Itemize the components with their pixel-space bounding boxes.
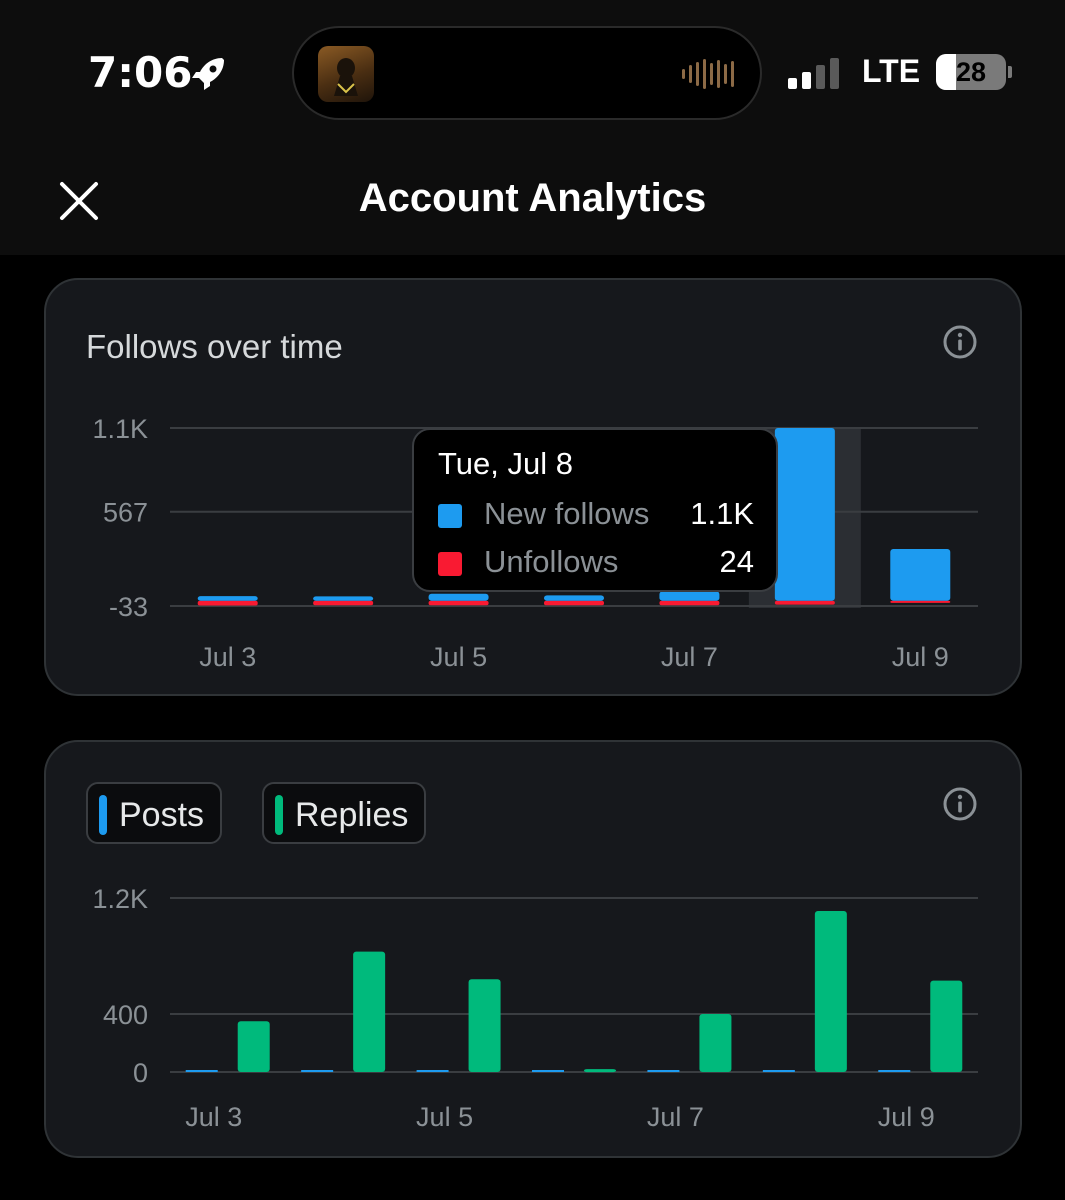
legend-label: Posts — [119, 796, 205, 834]
tooltip-label: Unfollows — [484, 544, 619, 579]
legend-posts-toggle[interactable]: Posts — [86, 782, 222, 844]
new-follows-bar — [544, 595, 604, 601]
posts-bar — [301, 1070, 334, 1072]
tooltip-value: 1.1K — [690, 496, 754, 531]
unfollows-bar — [890, 600, 951, 603]
unfollows-swatch — [438, 552, 462, 576]
replies-bar — [930, 980, 963, 1072]
dynamic-island[interactable] — [292, 26, 762, 120]
posts-bar — [416, 1070, 449, 1072]
posts-bar — [878, 1070, 911, 1072]
y-tick-label: 1.1K — [92, 414, 148, 444]
unfollows-bar — [313, 600, 374, 606]
x-tick-label: Jul 9 — [878, 1102, 935, 1132]
tooltip-date: Tue, Jul 8 — [438, 446, 573, 481]
info-icon[interactable] — [942, 786, 978, 822]
battery-level: 28 — [955, 57, 987, 87]
new-follows-bar — [659, 591, 720, 601]
tooltip-row-new-follows: New follows 1.1K — [438, 496, 754, 536]
x-tick-label: Jul 3 — [199, 642, 256, 672]
x-tick-label: Jul 5 — [430, 642, 487, 672]
posts-replies-card: Posts Replies 1.2K 400 0 Jul 3 Jul 5 Jul 7 Jul… — [44, 740, 1022, 1158]
y-tick-label: 1.2K — [92, 884, 148, 914]
y-tick-label: -33 — [109, 592, 148, 622]
battery-indicator: 28 — [936, 54, 1012, 90]
replies-bar — [814, 911, 847, 1072]
audio-wave-icon — [682, 59, 734, 89]
replies-bar — [584, 1069, 616, 1073]
new-follows-bar — [313, 596, 374, 601]
posts-bar — [532, 1070, 564, 1072]
x-tick-label: Jul 3 — [185, 1102, 242, 1132]
signal-icon — [788, 58, 839, 89]
status-time: 7:06 — [88, 48, 193, 97]
new-follows-bar — [890, 548, 951, 601]
posts-color-marker — [99, 795, 107, 835]
new-follows-swatch — [438, 504, 462, 528]
x-tick-label: Jul 7 — [661, 642, 718, 672]
tooltip-row-unfollows: Unfollows 24 — [438, 544, 754, 584]
album-art — [318, 46, 374, 102]
replies-bar — [699, 1014, 732, 1072]
unfollows-bar — [774, 600, 835, 605]
follows-card: Follows over time 1.1K 567 -33 Jul 3 Jul 5 Ju… — [44, 278, 1022, 696]
x-tick-label: Jul 7 — [647, 1102, 704, 1132]
close-icon[interactable] — [58, 180, 100, 222]
y-tick-label: 0 — [133, 1058, 148, 1088]
posts-bar — [762, 1070, 795, 1072]
x-tick-label: Jul 5 — [416, 1102, 473, 1132]
posts-bar — [185, 1070, 218, 1072]
replies-bar — [353, 951, 386, 1072]
replies-bar — [468, 979, 501, 1072]
unfollows-bar — [428, 600, 489, 606]
unfollows-bar — [197, 600, 258, 606]
tooltip-label: New follows — [484, 496, 650, 531]
posts-replies-chart[interactable]: 1.2K 400 0 Jul 3 Jul 5 Jul 7 Jul 9 — [46, 742, 1020, 1156]
legend-label: Replies — [295, 796, 409, 834]
info-icon[interactable] — [942, 324, 978, 360]
card-title: Follows over time — [86, 328, 343, 365]
unfollows-bar — [659, 600, 720, 606]
new-follows-bar — [428, 593, 489, 601]
network-label: LTE — [862, 53, 921, 89]
replies-color-marker — [275, 795, 283, 835]
chart-tooltip: Tue, Jul 8 New follows 1.1K Unfollows 24 — [412, 428, 778, 592]
posts-bar — [647, 1070, 680, 1072]
unfollows-bar — [544, 600, 604, 606]
tooltip-value: 24 — [719, 544, 754, 579]
legend-replies-toggle[interactable]: Replies — [262, 782, 426, 844]
new-follows-bar — [774, 428, 835, 601]
y-tick-label: 567 — [103, 498, 148, 528]
y-tick-label: 400 — [103, 1000, 148, 1030]
new-follows-bar — [197, 596, 258, 601]
top-bar: 7:06 LTE 28 — [0, 0, 1065, 255]
x-tick-label: Jul 9 — [892, 642, 949, 672]
replies-bar — [237, 1021, 270, 1072]
page-title: Account Analytics — [358, 176, 707, 220]
rocket-icon — [192, 58, 224, 90]
